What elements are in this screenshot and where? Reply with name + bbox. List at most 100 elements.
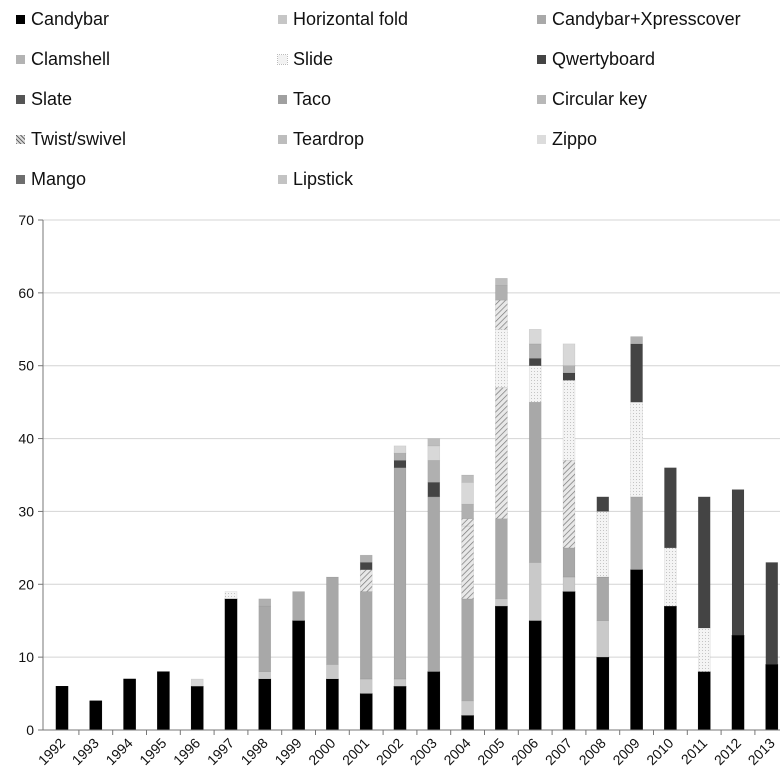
- x-tick-label: 2010: [643, 735, 676, 768]
- bar-segment-candybar-2008: [596, 656, 610, 731]
- bar-segment-horizontal-fold-2006: [528, 358, 542, 366]
- y-tick-label: 40: [18, 431, 34, 447]
- bar-segment-horizontal-fold-2007: [562, 372, 576, 381]
- legend-item-candybar-xpresscover: Candybar+Xpresscover: [537, 8, 741, 30]
- legend-swatch-candybar: [16, 14, 25, 24]
- bar-segment-teardrop-2006: [528, 329, 542, 345]
- legend-item-taco: Taco: [278, 88, 331, 110]
- bar-segment-candybar-1999: [292, 620, 305, 731]
- bar-segment-candybar-2003: [427, 671, 441, 731]
- bar-segment-slate-2002: [393, 467, 407, 680]
- y-tick-label: 30: [18, 503, 34, 519]
- y-tick-label: 60: [18, 285, 34, 301]
- bar-segment-horizontal-fold-2012: [731, 489, 745, 636]
- bar-segment-teardrop-1996: [190, 678, 204, 687]
- x-tick-label: 2006: [508, 735, 541, 768]
- legend-item-mango: Mango: [16, 168, 86, 190]
- legend-item-zippo: Zippo: [537, 128, 597, 150]
- x-tick-label: 1999: [271, 735, 304, 768]
- chart-legend: Candybar Horizontal fold Candybar+Xpressco…: [0, 0, 781, 200]
- legend-item-slate: Slate: [16, 88, 72, 110]
- bar-segment-teardrop-2003: [427, 445, 441, 461]
- x-tick-label: 1992: [35, 735, 68, 768]
- x-tick-label: 2003: [407, 735, 440, 768]
- x-tick-label: 2001: [339, 735, 372, 768]
- bar-segment-clamshell-1998: [258, 671, 272, 680]
- legend-item-lipstick: Lipstick: [278, 168, 353, 190]
- y-tick-label: 50: [18, 358, 34, 374]
- bar-segment-candybar-2010: [664, 605, 677, 731]
- x-tick-label: 2012: [711, 735, 744, 768]
- bar-segment-taco-2002: [393, 452, 407, 461]
- legend-item-horizontal-fold: Horizontal fold: [278, 8, 408, 30]
- bar-segment-horizontal-fold-2009: [630, 343, 643, 403]
- legend-swatch-circular-key: [537, 94, 546, 104]
- bar-segment-clamshell-2002: [393, 678, 407, 687]
- bar-segment-taco-2005: [495, 285, 508, 301]
- bar-segment-clamshell-2000: [326, 664, 339, 680]
- bar-segment-candybar-2009: [630, 569, 643, 731]
- bar-segment-slide-2005: [495, 299, 508, 330]
- x-tick-label: 2011: [678, 735, 711, 768]
- bar-segment-candybar-1992: [55, 686, 69, 731]
- bar-segment-mango-1997: [224, 591, 238, 600]
- legend-swatch-teardrop: [278, 134, 287, 144]
- x-tick-label: 1993: [69, 735, 102, 768]
- bar-segment-horizontal-fold-2003: [427, 482, 441, 498]
- legend-label: Qwertyboard: [552, 48, 656, 69]
- bar-segment-twist-swivel-2005: [495, 387, 508, 519]
- x-tick-label: 2008: [576, 735, 609, 768]
- bar-segment-twist-swivel-2007: [562, 460, 576, 549]
- x-tick-label: 1997: [204, 735, 237, 768]
- bar-segment-candybar-2006: [528, 620, 542, 731]
- legend-label: Teardrop: [293, 128, 365, 149]
- bar-segment-horizontal-fold-2002: [393, 460, 407, 468]
- legend-item-teardrop: Teardrop: [278, 128, 364, 150]
- legend-label: Lipstick: [293, 168, 354, 189]
- x-tick-label: 2007: [542, 735, 575, 768]
- bar-segment-candybar-2004: [461, 715, 474, 731]
- bar-segment-candybar-1998: [258, 678, 272, 731]
- bar-segment-taco-2003: [427, 460, 441, 483]
- x-tick-label: 1998: [238, 735, 271, 768]
- legend-item-clamshell: Clamshell: [16, 48, 110, 70]
- bar-segment-candybar-2000: [326, 678, 339, 731]
- x-tick-label: 2004: [440, 735, 473, 768]
- bar-segment-taco-2007: [562, 365, 576, 374]
- bar-segment-clamshell-2007: [562, 576, 576, 592]
- legend-swatch-clamshell: [16, 54, 25, 64]
- bar-segment-slate-2007: [562, 547, 576, 578]
- bar-segment-taco-2009: [630, 336, 643, 345]
- legend-label: Candybar: [31, 8, 110, 29]
- bar-segment-slate-2005: [495, 518, 508, 600]
- bar-segment-slate-2003: [427, 496, 441, 672]
- bar-segment-horizontal-fold-2013: [765, 562, 779, 665]
- bar-segment-slate-2006: [528, 401, 542, 563]
- gridlines: [43, 219, 780, 658]
- bar-segment-slate-2004: [461, 598, 474, 702]
- bar-segment-candybar-1995: [157, 671, 170, 731]
- bar-segment-taco-2001: [359, 554, 373, 563]
- bar-segment-slate-1999: [292, 591, 305, 621]
- x-tick-label: 1994: [102, 735, 135, 768]
- bar-segment-twist-swivel-2001: [359, 569, 373, 592]
- bar-segment-lipstick-2003: [427, 438, 441, 447]
- legend-swatch-slate: [16, 94, 25, 104]
- y-tick-label: 20: [18, 576, 34, 592]
- bar-segment-slate-2009: [630, 496, 643, 570]
- bar-segment-horizontal-fold-2008: [596, 496, 610, 512]
- legend-label: Twist/swivel: [31, 128, 127, 149]
- bar-segment-clamshell-2005: [495, 598, 508, 607]
- bar-segment-horizontal-fold-2010: [664, 467, 677, 549]
- x-tick-label: 1996: [170, 735, 203, 768]
- x-tick-label: 2000: [305, 735, 338, 768]
- legend-label: Taco: [293, 88, 332, 109]
- legend-swatch-candybar-xpresscover: [537, 14, 546, 24]
- bar-segment-candybar-1993: [89, 700, 103, 731]
- bar-segment-slate-2000: [326, 576, 339, 665]
- bar-segment-candybar-2001: [359, 693, 373, 731]
- bar-segment-lipstick-2004: [461, 474, 474, 483]
- bar-segment-candybar-1997: [224, 598, 238, 731]
- bar-segment-taco-1998: [258, 598, 272, 607]
